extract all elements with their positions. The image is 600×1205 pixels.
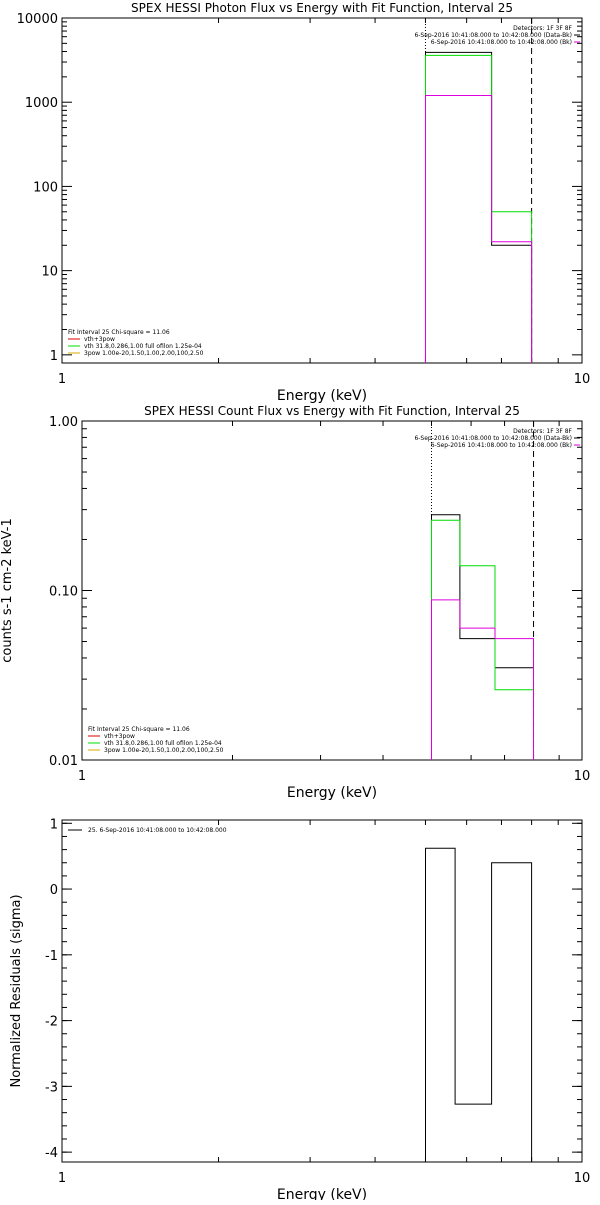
- series-line: [425, 847, 533, 1162]
- x-axis-label: Energy (keV): [277, 1187, 367, 1200]
- series-magenta: [431, 599, 534, 760]
- y-tick-label: 0: [50, 883, 58, 898]
- chart-title: SPEX HESSI Photon Flux vs Energy with Fi…: [131, 1, 513, 15]
- legend-bottom-entry: vth 31.8,0.286,1.00 full ofilon 1.25e-04: [104, 740, 222, 747]
- y-tick-label: 0.01: [49, 754, 78, 769]
- legend-top-entry: 6-Sep-2016 10:41:08.000 to 10:42:08.000 …: [414, 435, 572, 442]
- legend-top-entry: Detectors: 1F 3F 8F: [513, 25, 572, 32]
- legend-bottom-entry: Fit Interval 25 Chi-square = 11.06: [88, 726, 190, 733]
- y-tick-label: 1: [50, 349, 58, 364]
- y-tick-label: -1: [45, 949, 58, 964]
- series-line: [431, 599, 534, 760]
- x-tick-label: 10: [574, 372, 591, 387]
- y-axis-label: Normalized Residuals (sigma): [9, 894, 24, 1087]
- series-black: [425, 847, 533, 1162]
- legend-top-entry: 25. 6-Sep-2016 10:41:08.000 to 10:42:08.…: [88, 827, 227, 834]
- series-black: [425, 51, 533, 363]
- y-tick-label: -2: [45, 1015, 58, 1030]
- y-tick-label: 10: [41, 265, 58, 280]
- y-tick-label: 10000: [17, 12, 58, 27]
- legend-top-entry: Detectors: 1F 3F 8F: [513, 428, 572, 435]
- x-tick-label: 10: [574, 1171, 591, 1186]
- legend-bottom-entry: vth+3pow: [104, 733, 135, 740]
- x-axis-label: Energy (keV): [277, 388, 367, 404]
- y-tick-label: 1.00: [49, 415, 78, 430]
- legend-top-entry: 6-Sep-2016 10:41:08.000 to 10:42:08.000 …: [431, 442, 572, 449]
- x-tick-label: 1: [78, 769, 86, 784]
- series-magenta: [425, 95, 533, 363]
- x-ticks: 1 10: [78, 421, 590, 784]
- y-tick-label: -3: [45, 1080, 58, 1095]
- panel-photon: SPEX HESSI Photon Flux vs Energy with Fi…: [17, 1, 591, 404]
- plot-frame: [61, 819, 583, 1163]
- plot-frame: [81, 420, 583, 761]
- series-line: [431, 519, 534, 760]
- panel-resid: 1 10 -4 -3 -2 -1 0 1 Energy (keV) Normalized Resi…: [9, 817, 590, 1203]
- panel-count: SPEX HESSI Count Flux vs Energy with Fit…: [0, 404, 590, 801]
- y-tick-label: 1: [50, 817, 58, 832]
- series-line: [425, 51, 533, 363]
- chart-title: SPEX HESSI Count Flux vs Energy with Fit…: [144, 404, 520, 418]
- y-axis-label: counts s-1 cm-2 keV-1: [0, 518, 15, 663]
- series-green: [425, 54, 533, 363]
- legend-bottom-entry: 3pow 1.00e-20,1.50,1.00,2.00,100,2.50: [84, 350, 204, 357]
- plot-frame: [61, 17, 583, 364]
- series-line: [425, 95, 533, 363]
- y-tick-label: -4: [45, 1146, 58, 1161]
- series-black: [431, 514, 534, 760]
- legend-top-entry: 6-Sep-2016 10:41:08.000 to 10:42:08.000 …: [431, 39, 572, 46]
- x-tick-label: 1: [58, 1171, 66, 1186]
- legend-top-entry: 6-Sep-2016 10:41:08.000 to 10:42:08.000 …: [414, 32, 572, 39]
- legend-bottom-entry: 3pow 1.00e-20,1.50,1.00,2.00,100,2.50: [104, 747, 224, 754]
- y-tick-label: 100: [33, 180, 58, 195]
- legend-bottom-entry: vth+3pow: [84, 336, 115, 343]
- y-ticks: 1 10 100 1000 10000: [17, 12, 582, 364]
- series-line: [431, 514, 534, 760]
- y-tick-label: 1000: [25, 96, 58, 111]
- x-ticks: 1 10: [58, 820, 590, 1186]
- legend-bottom-entry: vth 31.8,0.286,1.00 full ofilon 1.25e-04: [84, 343, 202, 350]
- x-tick-label: 10: [574, 769, 591, 784]
- x-axis-label: Energy (keV): [287, 785, 377, 801]
- x-tick-label: 1: [58, 372, 66, 387]
- legend-bottom-entry: Fit Interval 25 Chi-square = 11.06: [68, 329, 170, 336]
- y-tick-label: 0.10: [49, 585, 78, 600]
- series-green: [431, 519, 534, 760]
- y-ticks: 0.01 0.10 1.00: [49, 415, 582, 769]
- series-line: [425, 54, 533, 363]
- y-ticks: -4 -3 -2 -1 0 1: [45, 817, 582, 1161]
